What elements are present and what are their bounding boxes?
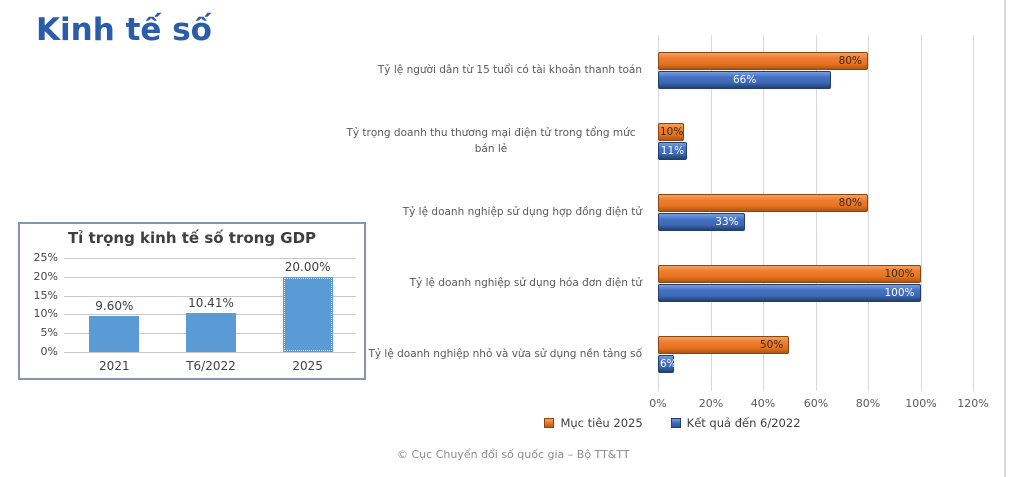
result-bar: 6% (658, 355, 677, 373)
gdp-chart-title: Tỉ trọng kinh tế số trong GDP (67, 229, 317, 247)
legend-item: Kết quả đến 6/2022 (670, 416, 801, 430)
targets-gridline (763, 35, 764, 391)
window-edge-line (1004, 0, 1006, 477)
category-label: Tỷ lệ người dân từ 15 tuổi có tài khoản … (340, 35, 650, 106)
category-label: Tỷ lệ doanh nghiệp nhỏ và vừa sử dụng nề… (340, 319, 650, 390)
page-title: Kinh tế số (36, 12, 212, 48)
gdp-gridline (64, 352, 356, 353)
targets-gridline (816, 35, 817, 391)
gdp-y-label: 5% (40, 326, 58, 340)
targets-gridline (921, 35, 922, 391)
x-tick-label: 120% (957, 397, 989, 410)
gdp-gridline (64, 295, 356, 297)
legend-label: Mục tiêu 2025 (560, 416, 643, 430)
targets-chart: Tỷ lệ người dân từ 15 tuổi có tài khoản … (340, 35, 1005, 455)
gdp-y-label: 10% (33, 307, 58, 321)
result-bar: 66% (658, 71, 832, 89)
targets-gridline (868, 35, 869, 391)
legend-item: Mục tiêu 2025 (544, 416, 643, 430)
targets-gridline (973, 35, 974, 391)
legend-swatch (544, 418, 555, 428)
category-label-text: Tỷ lệ doanh nghiệp sử dụng hóa đơn điện … (409, 276, 642, 289)
target-bar: 50% (658, 336, 790, 354)
gdp-bar-value: 10.41% (188, 295, 234, 310)
gdp-gridline (64, 276, 356, 278)
category-label-text: Tỷ lệ doanh nghiệp nhỏ và vừa sử dụng nề… (368, 347, 642, 360)
result-bar: 100% (658, 284, 921, 302)
result-bar: 11% (658, 142, 687, 160)
bar-value-label: 10% (660, 126, 684, 138)
category-label-text: Tỷ lệ doanh nghiệp sử dụng hợp đồng điện… (402, 205, 642, 218)
gdp-y-label: 20% (33, 269, 58, 283)
bar-value-label: 100% (884, 268, 915, 280)
bar-value-label: 100% (884, 287, 915, 299)
category-label: Tỷ trọng doanh thu thương mại điện tử tr… (340, 106, 650, 177)
gdp-bar-value: 20.00% (284, 259, 331, 274)
target-bar: 80% (658, 194, 868, 212)
bar-value-label: 80% (838, 197, 862, 209)
targets-chart-category-labels: Tỷ lệ người dân từ 15 tuổi có tài khoản … (340, 35, 650, 391)
gdp-chart-plot: 0% 5% 10% 15% 20% 25% 9.60% 2021 10.41% T6/2022 20… (20, 250, 364, 378)
bar-value-label: 11% (660, 145, 685, 157)
target-bar: 100% (658, 265, 921, 283)
gdp-chart: Tỉ trọng kinh tế số trong GDP 0% 5% 10% 15%… (18, 222, 366, 380)
gdp-bar (89, 315, 140, 352)
gdp-y-label: 25% (33, 251, 58, 264)
bar-value-label: 33% (715, 216, 739, 228)
category-label-text: Tỷ trọng doanh thu thương mại điện tử tr… (346, 127, 636, 155)
x-tick-label: 60% (803, 397, 829, 410)
gdp-bar-value: 9.60% (95, 298, 134, 313)
bar-value-label: 6% (660, 358, 677, 370)
target-bar: 80% (658, 52, 868, 70)
legend-label: Kết quả đến 6/2022 (686, 416, 801, 430)
gdp-x-label: 2021 (99, 359, 130, 373)
gdp-bar (186, 312, 236, 352)
category-label: Tỷ lệ doanh nghiệp sử dụng hóa đơn điện … (340, 248, 650, 319)
category-label: Tỷ lệ doanh nghiệp sử dụng hợp đồng điện… (340, 177, 650, 248)
bar-value-label: 66% (732, 74, 757, 86)
gdp-gridline (64, 258, 356, 259)
gdp-y-label: 15% (33, 288, 58, 302)
x-tick-label: 100% (905, 397, 937, 410)
gdp-x-label: T6/2022 (186, 359, 236, 373)
x-tick-label: 20% (698, 397, 724, 410)
targets-chart-legend: Mục tiêu 2025 Kết quả đến 6/2022 (340, 416, 1005, 430)
result-bar: 33% (658, 213, 745, 231)
x-tick-label: 80% (855, 397, 881, 410)
copyright-footer: © Cục Chuyển đổi số quốc gia – Bộ TT&TT (397, 448, 630, 461)
targets-chart-plot: 80% 66% 10% 11% 80% 33% 100% 100% 50% 6% (658, 35, 1005, 391)
gdp-bar (282, 276, 333, 352)
gdp-y-label: 0% (40, 345, 58, 358)
bar-value-label: 50% (759, 339, 784, 351)
gdp-x-label: 2025 (292, 359, 323, 373)
x-tick-label: 40% (750, 397, 776, 410)
legend-swatch (670, 418, 681, 428)
target-bar: 10% (658, 123, 685, 141)
x-tick-label: 0% (649, 397, 667, 410)
bar-value-label: 80% (838, 55, 862, 67)
category-label-text: Tỷ lệ người dân từ 15 tuổi có tài khoản … (377, 63, 642, 76)
